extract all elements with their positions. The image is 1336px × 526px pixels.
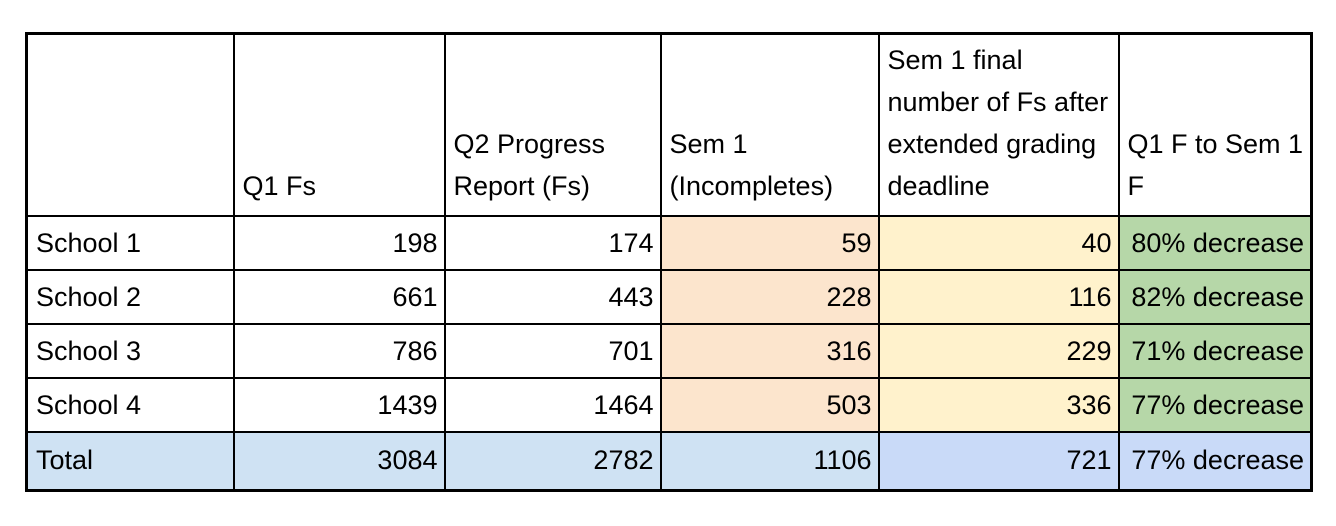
q2-progress-cell: 174: [443, 215, 662, 271]
header-row: Q1 Fs Q2 Progress Report (Fs) Sem 1 (Inc…: [25, 32, 1313, 217]
q1-fs-cell: 3084: [232, 431, 446, 491]
sem1-final-cell: 116: [877, 269, 1120, 325]
sem1-final-cell: 721: [877, 431, 1120, 491]
decrease-cell: 77% decrease: [1117, 377, 1313, 433]
header-cell-blank: [25, 32, 235, 217]
sem1-incompletes-cell: 59: [659, 215, 880, 271]
decrease-cell: 71% decrease: [1117, 323, 1313, 379]
decrease-cell: 82% decrease: [1117, 269, 1313, 325]
table-row-school-1: School 1 198 174 59 40 80% decrease: [25, 215, 1313, 271]
decrease-cell: 77% decrease: [1117, 431, 1313, 491]
sem1-incompletes-cell: 228: [659, 269, 880, 325]
header-cell-sem1-final-fs: Sem 1 final number of Fs after extended …: [877, 32, 1120, 217]
grades-table: Q1 Fs Q2 Progress Report (Fs) Sem 1 (Inc…: [25, 32, 1313, 492]
q1-fs-cell: 786: [232, 323, 446, 379]
header-cell-q1f-to-sem1f: Q1 F to Sem 1 F: [1117, 32, 1313, 217]
q2-progress-cell: 443: [443, 269, 662, 325]
q2-progress-cell: 701: [443, 323, 662, 379]
sem1-incompletes-cell: 503: [659, 377, 880, 433]
table-row-school-3: School 3 786 701 316 229 71% decrease: [25, 323, 1313, 379]
row-label: School 3: [25, 323, 235, 379]
header-cell-q1-fs: Q1 Fs: [232, 32, 446, 217]
row-label: School 4: [25, 377, 235, 433]
sem1-final-cell: 229: [877, 323, 1120, 379]
row-label: School 1: [25, 215, 235, 271]
row-label: School 2: [25, 269, 235, 325]
q1-fs-cell: 661: [232, 269, 446, 325]
header-cell-sem1-incompletes: Sem 1 (Incompletes): [659, 32, 880, 217]
q2-progress-cell: 2782: [443, 431, 662, 491]
decrease-cell: 80% decrease: [1117, 215, 1313, 271]
sem1-incompletes-cell: 316: [659, 323, 880, 379]
q1-fs-cell: 1439: [232, 377, 446, 433]
sem1-final-cell: 40: [877, 215, 1120, 271]
q2-progress-cell: 1464: [443, 377, 662, 433]
table-row-total: Total 3084 2782 1106 721 77% decrease: [25, 431, 1313, 491]
sem1-final-cell: 336: [877, 377, 1120, 433]
table-row-school-2: School 2 661 443 228 116 82% decrease: [25, 269, 1313, 325]
row-label: Total: [25, 431, 235, 491]
sem1-incompletes-cell: 1106: [659, 431, 880, 491]
table-row-school-4: School 4 1439 1464 503 336 77% decrease: [25, 377, 1313, 433]
header-cell-q2-progress-report: Q2 Progress Report (Fs): [443, 32, 662, 217]
q1-fs-cell: 198: [232, 215, 446, 271]
